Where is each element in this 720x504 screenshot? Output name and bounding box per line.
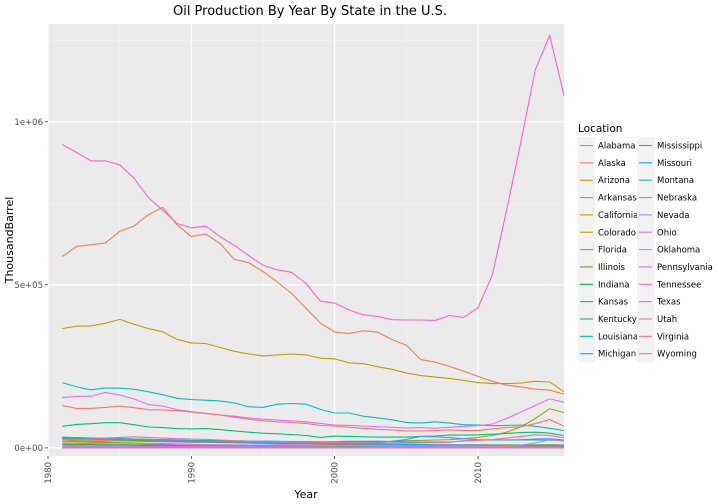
legend-label: Montana (657, 176, 694, 186)
legend-item-wyoming: Wyoming (637, 345, 697, 363)
legend-label: Colorado (598, 228, 636, 238)
x-axis-title: Year (293, 488, 318, 501)
x-tick-label: 1990 (187, 462, 197, 484)
legend-label: Alabama (598, 142, 635, 152)
legend-label: Illinois (598, 263, 626, 273)
series-line-oklahoma (62, 391, 565, 429)
x-tick-label: 2010 (474, 462, 484, 484)
series-lines (61, 33, 565, 449)
series-line-pennsylvania (62, 445, 564, 448)
x-axis-ticks: 1980 1990 2000 2010 (44, 456, 484, 484)
legend-label: Arkansas (598, 194, 637, 204)
legend-label: Virginia (657, 332, 689, 342)
series-line-kansas (62, 422, 565, 438)
legend-item-texas: Texas (637, 293, 681, 311)
legend-label: Wyoming (657, 350, 697, 360)
legend-label: Missouri (657, 159, 692, 169)
legend-item-michigan: Michigan (578, 345, 636, 363)
legend-item-utah: Utah (637, 310, 677, 328)
series-line-texas (62, 33, 565, 321)
legend-title: Location (578, 123, 622, 135)
series-line-utah (62, 434, 565, 444)
series-line-alaska (61, 206, 565, 395)
legend-label: Tennessee (656, 280, 701, 290)
legend-label: Louisiana (598, 332, 638, 342)
legend-item-alabama: Alabama (578, 137, 635, 154)
legend-label: Mississippi (657, 142, 702, 152)
x-tick-label: 1980 (44, 462, 54, 484)
legend-item-oklahoma: Oklahoma (637, 241, 700, 259)
legend-item-kansas: Kansas (578, 293, 629, 311)
legend-item-louisiana: Louisiana (578, 327, 638, 345)
y-tick-label: 1e+06 (14, 118, 43, 128)
legend-item-nebraska: Nebraska (637, 189, 697, 207)
legend-label: Alaska (598, 159, 626, 169)
legend-label: Kansas (598, 298, 629, 308)
legend-label: Indiana (598, 280, 629, 290)
chart-title: Oil Production By Year By State in the U… (173, 4, 447, 19)
legend-label: Florida (598, 246, 627, 256)
legend-item-indiana: Indiana (578, 275, 629, 293)
legend: Location Alabama Alaska Arizona Arkansas Cal… (578, 123, 713, 363)
legend-label: Utah (657, 315, 677, 325)
legend-label: Michigan (598, 350, 636, 360)
legend-item-montana: Montana (637, 171, 694, 189)
legend-label: Kentucky (598, 315, 637, 325)
legend-item-kentucky: Kentucky (578, 310, 637, 328)
legend-item-colorado: Colorado (578, 223, 636, 241)
legend-label: Oklahoma (657, 246, 700, 256)
legend-item-virginia: Virginia (637, 327, 689, 345)
legend-label: Nevada (657, 211, 689, 221)
legend-item-mississippi: Mississippi (637, 137, 702, 154)
series-line-ohio (62, 439, 565, 447)
legend-item-arizona: Arizona (578, 171, 630, 189)
legend-item-florida: Florida (578, 241, 627, 259)
legend-label: Texas (656, 298, 681, 308)
legend-item-illinois: Illinois (578, 258, 626, 276)
legend-item-alaska: Alaska (578, 154, 626, 172)
legend-item-pennsylvania: Pennsylvania (637, 258, 713, 276)
y-axis-ticks: 0e+00 5e+05 1e+06 (14, 118, 48, 454)
legend-label: Nebraska (657, 194, 697, 204)
plot-panel (48, 24, 564, 456)
legend-item-california: California (578, 206, 638, 224)
legend-label: Arizona (598, 176, 630, 186)
y-tick-label: 5e+05 (14, 281, 43, 291)
x-tick-label: 2000 (331, 462, 341, 484)
legend-label: Pennsylvania (657, 263, 713, 273)
legend-label: Ohio (657, 228, 677, 238)
series-line-california (62, 318, 565, 393)
y-tick-label: 0e+00 (14, 444, 43, 454)
legend-item-missouri: Missouri (637, 154, 692, 172)
legend-item-tennessee: Tennessee (637, 275, 701, 293)
y-axis-title: ThousandBarrel (3, 197, 16, 285)
series-line-wyoming (62, 404, 565, 432)
legend-item-arkansas: Arkansas (578, 189, 637, 207)
legend-item-ohio: Ohio (637, 223, 677, 241)
legend-item-nevada: Nevada (637, 206, 689, 224)
legend-label: California (598, 211, 638, 221)
